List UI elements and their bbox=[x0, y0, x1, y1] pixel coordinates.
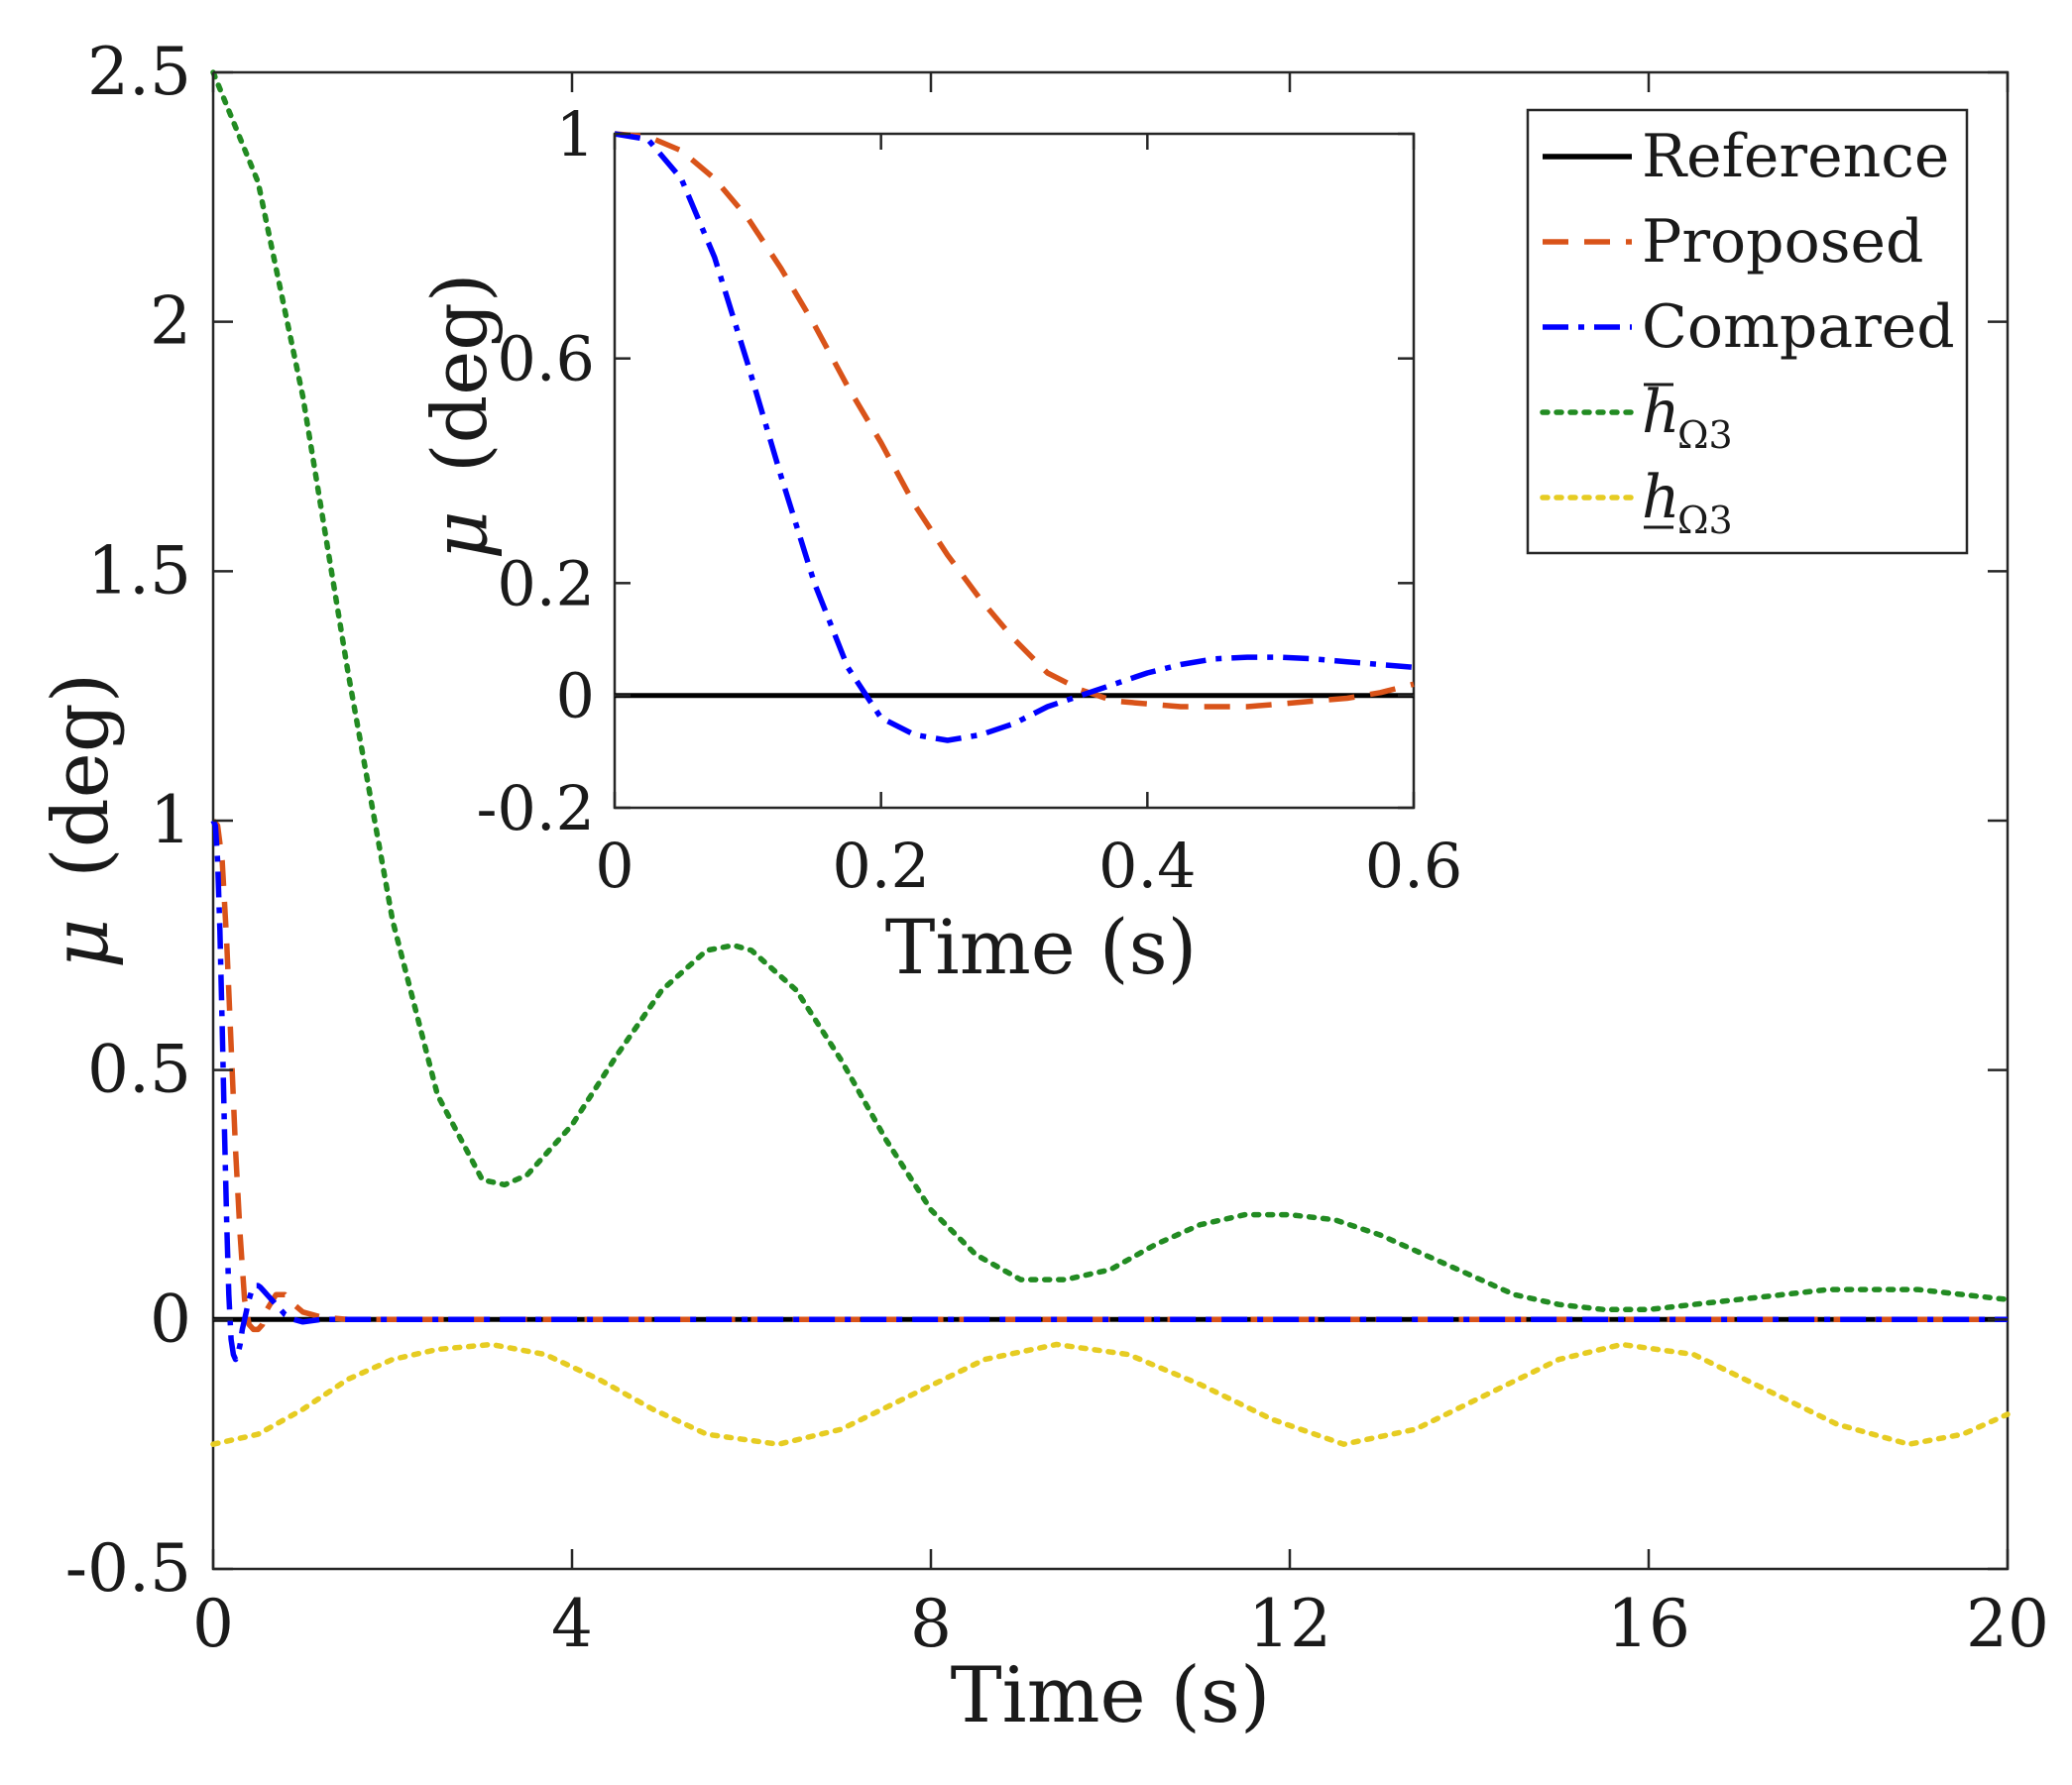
main-x-tick-label: 20 bbox=[1966, 1586, 2049, 1662]
main-y-tick-label: 0 bbox=[150, 1281, 191, 1357]
legend-label-sub-h_upper: Ω3 bbox=[1677, 413, 1733, 457]
main-plot: 0 4 8 12 16 20-0.500.511.522.5 Time (s) μ (de… bbox=[37, 34, 2049, 1740]
main-y-tick-label: 2 bbox=[150, 283, 191, 360]
main-y-tick-label: 1.5 bbox=[87, 532, 191, 609]
legend-label-h_lower: h bbox=[1642, 463, 1680, 532]
legend-entry-compared: Compared bbox=[1543, 292, 1955, 362]
inset-y-tick-label: 0 bbox=[556, 660, 595, 732]
inset-x-tick-label: 0.4 bbox=[1098, 830, 1197, 902]
main-series-h_upper bbox=[210, 69, 2011, 1313]
inset-y-axis-label: μ (deg) bbox=[415, 273, 504, 559]
legend-label-proposed: Proposed bbox=[1642, 207, 1923, 277]
main-y-tick-label: 2.5 bbox=[87, 34, 191, 110]
inset-axes-box bbox=[613, 132, 1416, 810]
main-y-tick-label: 0.5 bbox=[87, 1032, 191, 1108]
inset-x-tick-label: 0 bbox=[595, 830, 633, 902]
legend-entry-proposed: Proposed bbox=[1543, 207, 1923, 277]
legend-entry-h_lower: hΩ3 bbox=[1540, 463, 1733, 542]
inset-series-group bbox=[614, 131, 1415, 743]
inset-y-axis-unit: (deg) bbox=[415, 273, 504, 473]
inset-plot: 0 0.2 0.4 0.6-0.200.20.61 Time (s) μ (deg) bbox=[415, 98, 1462, 991]
main-x-tick-label: 8 bbox=[910, 1586, 952, 1662]
main-series-group bbox=[210, 69, 2011, 1447]
inset-series-compared bbox=[614, 131, 1415, 743]
legend-label-h_upper: h bbox=[1642, 378, 1680, 447]
main-x-tick-label: 0 bbox=[192, 1586, 234, 1662]
inset-y-tick-label: -0.2 bbox=[476, 772, 595, 844]
inset-x-axis-label: Time (s) bbox=[885, 903, 1198, 991]
main-y-tick-label: 1 bbox=[150, 782, 191, 858]
main-y-axis-symbol: μ bbox=[37, 918, 126, 968]
main-x-tick-label: 12 bbox=[1248, 1586, 1331, 1662]
main-y-tick-label: -0.5 bbox=[65, 1530, 191, 1607]
legend-entry-h_upper: hΩ3 bbox=[1540, 378, 1733, 457]
main-y-axis-unit: (deg) bbox=[37, 673, 126, 878]
legend-box bbox=[1526, 108, 1969, 555]
main-x-axis-label: Time (s) bbox=[951, 1651, 1271, 1740]
inset-y-axis-symbol: μ bbox=[415, 510, 504, 559]
legend-entry-reference: Reference bbox=[1543, 122, 1949, 191]
legend-label-compared: Compared bbox=[1642, 292, 1955, 362]
main-series-proposed bbox=[210, 819, 2008, 1333]
main-y-axis-label: μ (deg) bbox=[37, 673, 126, 968]
legend-label-reference: Reference bbox=[1642, 122, 1949, 191]
main-ticks-group: 0 4 8 12 16 20-0.500.511.522.5 bbox=[65, 34, 2049, 1662]
legend-label-sub-h_lower: Ω3 bbox=[1677, 499, 1733, 542]
inset-y-tick-label: 0.2 bbox=[497, 547, 595, 619]
main-x-tick-label: 16 bbox=[1607, 1586, 1690, 1662]
main-x-tick-label: 4 bbox=[551, 1586, 593, 1662]
inset-ticks-group: 0 0.2 0.4 0.6-0.200.20.61 bbox=[476, 98, 1462, 902]
inset-x-tick-label: 0.6 bbox=[1365, 830, 1463, 902]
inset-y-tick-label: 0.6 bbox=[497, 323, 595, 395]
inset-y-tick-label: 1 bbox=[556, 98, 595, 170]
main-series-h_lower bbox=[210, 1341, 2011, 1447]
inset-x-tick-label: 0.2 bbox=[832, 830, 930, 902]
